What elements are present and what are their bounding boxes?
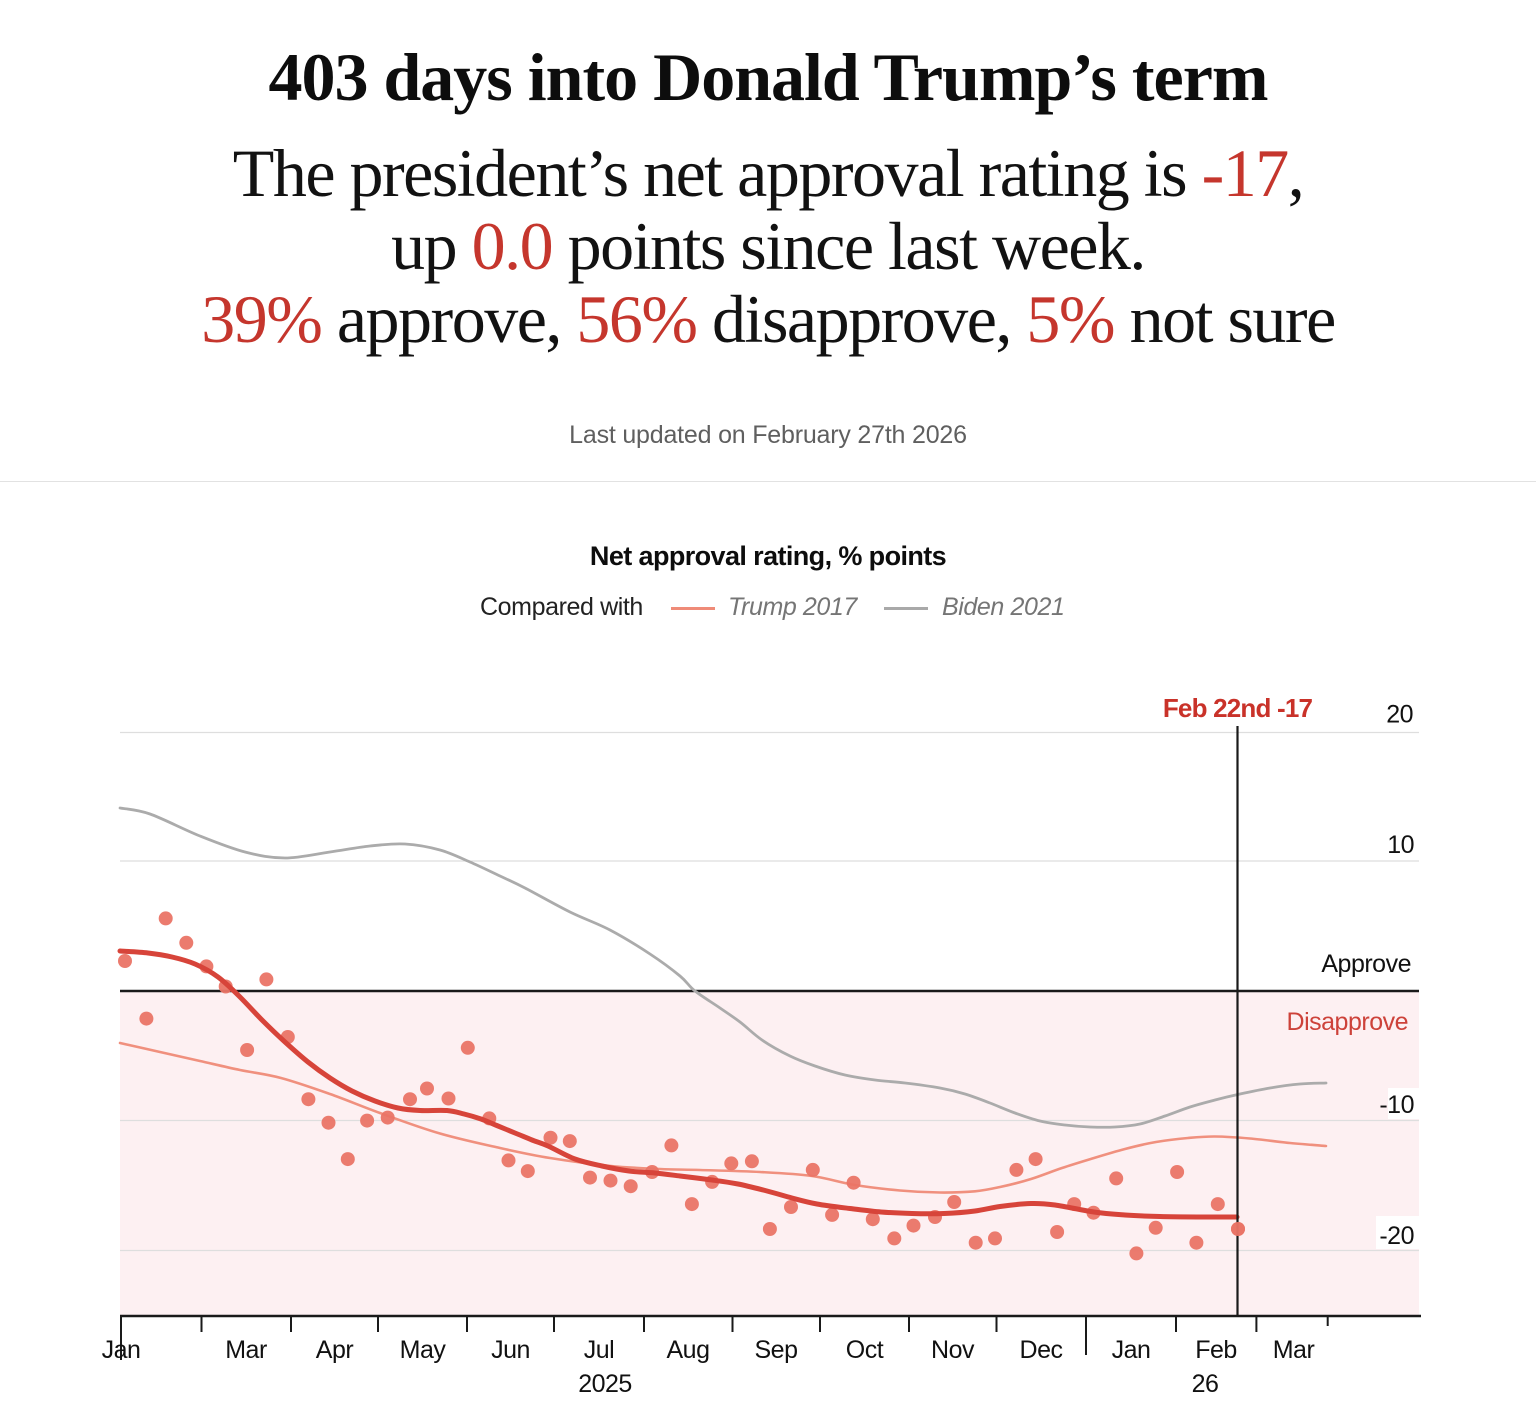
- svg-text:Jul: Jul: [584, 1336, 614, 1364]
- svg-text:26: 26: [1192, 1370, 1219, 1398]
- svg-text:2025: 2025: [578, 1370, 632, 1398]
- svg-text:May: May: [400, 1336, 447, 1364]
- svg-text:Feb 22nd -17: Feb 22nd -17: [1163, 693, 1313, 723]
- svg-text:Jan: Jan: [1112, 1336, 1151, 1364]
- svg-text:Jan: Jan: [102, 1336, 141, 1364]
- svg-text:Sep: Sep: [755, 1336, 798, 1364]
- svg-text:Oct: Oct: [846, 1336, 884, 1364]
- svg-text:Feb: Feb: [1195, 1336, 1237, 1364]
- svg-text:-10: -10: [1379, 1091, 1414, 1119]
- svg-text:10: 10: [1387, 831, 1414, 859]
- svg-text:Jun: Jun: [491, 1336, 530, 1364]
- svg-text:Approve: Approve: [1321, 950, 1411, 978]
- svg-text:-20: -20: [1379, 1222, 1414, 1250]
- svg-text:Apr: Apr: [316, 1336, 354, 1364]
- svg-text:Dec: Dec: [1020, 1336, 1063, 1364]
- svg-text:20: 20: [1386, 701, 1413, 729]
- svg-text:Nov: Nov: [931, 1336, 975, 1364]
- svg-text:Mar: Mar: [1273, 1336, 1315, 1364]
- svg-text:Mar: Mar: [225, 1336, 267, 1364]
- svg-text:Aug: Aug: [667, 1336, 710, 1364]
- svg-text:Disapprove: Disapprove: [1287, 1008, 1408, 1036]
